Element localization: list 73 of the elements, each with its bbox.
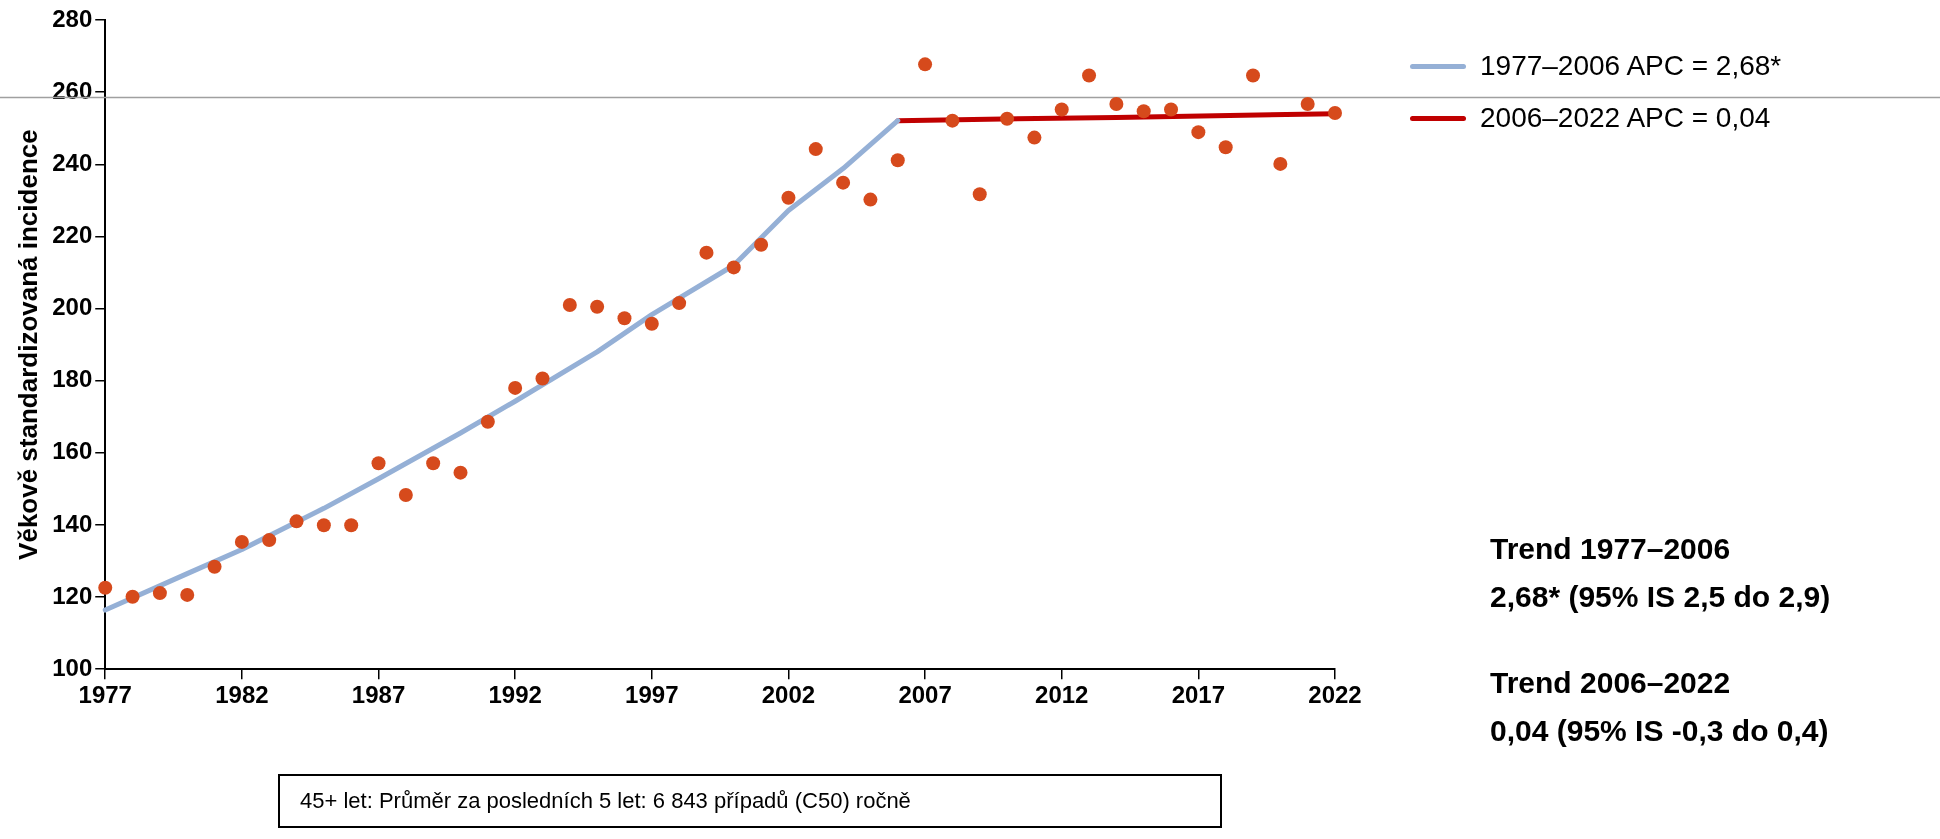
y-tick-label: 100 bbox=[52, 653, 93, 681]
point bbox=[344, 518, 359, 533]
point bbox=[699, 245, 714, 260]
text: Trend 1977–2006 bbox=[1490, 531, 1732, 567]
x-tick-label: 1997 bbox=[625, 681, 679, 709]
point bbox=[152, 586, 167, 601]
point bbox=[207, 559, 222, 574]
point bbox=[562, 297, 577, 312]
point bbox=[1164, 102, 1179, 117]
point bbox=[316, 518, 331, 533]
point bbox=[1027, 130, 1042, 145]
point bbox=[590, 299, 605, 314]
point bbox=[781, 190, 796, 205]
legend-label: 1977–2006 APC = 2,68* bbox=[1480, 50, 1782, 82]
point bbox=[1273, 156, 1288, 171]
point bbox=[1300, 97, 1315, 112]
point bbox=[644, 316, 659, 331]
x-tick-label: 2007 bbox=[898, 681, 952, 709]
y-tick-label: 200 bbox=[52, 293, 93, 321]
x-tick-label: 2012 bbox=[1035, 681, 1089, 709]
point bbox=[371, 456, 386, 471]
point bbox=[98, 580, 113, 595]
x-tick-label: 2017 bbox=[1171, 681, 1226, 709]
text: Trend 2006–2022 bbox=[1490, 665, 1732, 701]
point bbox=[617, 311, 632, 326]
point bbox=[836, 175, 851, 190]
point bbox=[1109, 97, 1124, 112]
point bbox=[508, 380, 523, 395]
y-tick-label: 280 bbox=[52, 4, 93, 32]
point bbox=[398, 488, 413, 502]
point bbox=[262, 533, 277, 548]
y-tick-label: 240 bbox=[52, 148, 93, 176]
y-tick-label: 220 bbox=[52, 221, 93, 249]
y-tick-label: 160 bbox=[52, 437, 93, 465]
x-tick-label: 1982 bbox=[215, 681, 269, 709]
point bbox=[808, 142, 823, 157]
y-tick-label: 140 bbox=[52, 509, 93, 537]
point bbox=[289, 514, 304, 529]
text: 45+ let: Průměr za posledních 5 let: 6 843 případů (C50) ročně bbox=[300, 788, 911, 814]
x-tick-label: 1977 bbox=[78, 681, 132, 709]
point bbox=[863, 192, 878, 207]
x-tick-label: 1987 bbox=[351, 681, 406, 709]
point bbox=[1136, 104, 1151, 119]
x-tick-label: 1992 bbox=[488, 681, 542, 709]
point bbox=[672, 296, 687, 311]
point bbox=[1218, 140, 1233, 155]
point bbox=[1191, 125, 1206, 140]
legend-label: 2006–2022 APC = 0,04 bbox=[1480, 102, 1771, 134]
point bbox=[480, 414, 495, 429]
point bbox=[918, 57, 933, 72]
point bbox=[1246, 68, 1261, 83]
x-tick-label: 2022 bbox=[1308, 681, 1362, 709]
y-tick-label: 120 bbox=[52, 581, 93, 609]
point bbox=[754, 237, 769, 252]
y-tick-label: 180 bbox=[52, 365, 93, 393]
point bbox=[426, 456, 441, 471]
point bbox=[1054, 102, 1069, 117]
point bbox=[890, 153, 905, 168]
point bbox=[1000, 111, 1015, 126]
point bbox=[1328, 106, 1342, 121]
x-tick-label: 2002 bbox=[761, 681, 816, 709]
point bbox=[180, 587, 195, 602]
y-axis-title: Věkově standardizovaná incidence bbox=[12, 129, 43, 560]
point bbox=[726, 260, 741, 275]
text: 2,68* (95% IS 2,5 do 2,9) bbox=[1490, 579, 1831, 615]
point bbox=[972, 187, 987, 202]
point bbox=[1082, 68, 1097, 83]
point bbox=[125, 589, 140, 604]
text: 0,04 (95% IS -0,3 do 0,4) bbox=[1490, 713, 1830, 749]
point bbox=[234, 534, 249, 549]
point bbox=[535, 371, 550, 386]
point bbox=[945, 113, 960, 128]
point bbox=[453, 465, 468, 480]
